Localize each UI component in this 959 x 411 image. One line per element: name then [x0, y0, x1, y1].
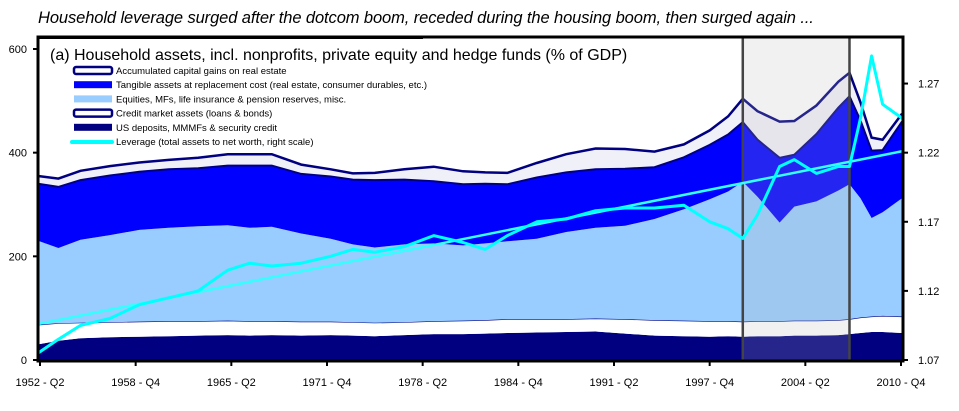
x-tick-label: 1958 - Q4 — [111, 377, 160, 389]
leverage-line — [37, 54, 903, 355]
panel-title: (a) Household assets, incl. nonprofits, … — [50, 47, 627, 64]
x-tick-label: 1991 - Q2 — [590, 377, 639, 389]
x-tick-label: 1965 - Q2 — [207, 377, 256, 389]
y-tick-label: 200 — [9, 251, 27, 263]
x-tick-label: 1984 - Q4 — [494, 377, 543, 389]
area-tangible-assets-at-replacement-cost-real-estate-consumer-durables-etc — [38, 96, 902, 248]
x-axis: 1952 - Q2 1958 - Q4 1965 - Q2 1971 - Q4 1978… — [16, 361, 926, 389]
y2-tick-label: 1.22 — [918, 148, 939, 160]
area-us-deposits-mmmfs-security-credit — [38, 331, 902, 360]
x-tick-label: 2004 - Q2 — [781, 377, 830, 389]
legend-label: Tangible assets at replacement cost (rea… — [116, 80, 427, 91]
y-tick-label: 400 — [9, 148, 27, 160]
right-axis: 1.07 1.12 1.17 1.22 1.27 — [903, 79, 939, 367]
legend-label: Accumulated capital gains on real estate — [116, 66, 287, 77]
legend-swatch — [74, 123, 112, 131]
chart-headline: Household leverage surged after the dotc… — [38, 9, 814, 27]
y2-tick-label: 1.07 — [918, 355, 939, 367]
highlight-period-box — [741, 35, 851, 363]
legend-swatch — [72, 108, 114, 118]
x-tick-label: 1971 - Q4 — [303, 377, 352, 389]
plot-frame — [36, 35, 905, 363]
stacked-areas — [37, 70, 904, 360]
area-credit-market-assets-loans-bonds — [38, 315, 902, 345]
x-tick-label: 1997 - Q4 — [685, 377, 734, 389]
legend-swatch — [74, 95, 112, 103]
legend: Accumulated capital gains on real estate… — [70, 65, 427, 148]
legend-label: Leverage (total assets to net worth, rig… — [116, 137, 314, 148]
area-outline — [37, 70, 904, 180]
left-axis: 0 200 400 600 — [9, 44, 38, 367]
y-tick-label: 0 — [21, 355, 27, 367]
y2-tick-label: 1.27 — [918, 79, 939, 91]
y2-tick-label: 1.12 — [918, 286, 939, 298]
x-tick-label: 1978 - Q2 — [398, 377, 447, 389]
legend-label: Credit market assets (loans & bonds) — [116, 109, 272, 120]
x-tick-label: 1952 - Q2 — [16, 377, 65, 389]
legend-label: US deposits, MMMFs & security credit — [116, 123, 277, 134]
legend-swatch — [74, 81, 112, 89]
legend-swatch — [72, 65, 114, 76]
x-tick-label: 2010 - Q4 — [877, 377, 926, 389]
legend-label: Equities, MFs, life insurance & pension … — [116, 94, 346, 105]
y-tick-label: 600 — [9, 44, 27, 56]
area-accumulated-capital-gains-on-real-estate — [38, 72, 902, 187]
leverage-lines — [37, 54, 903, 355]
area-inner-outline — [37, 94, 903, 188]
area-equities-mfs-life-insurance-pension-reserves-misc — [38, 181, 902, 325]
y2-tick-label: 1.17 — [918, 217, 939, 229]
